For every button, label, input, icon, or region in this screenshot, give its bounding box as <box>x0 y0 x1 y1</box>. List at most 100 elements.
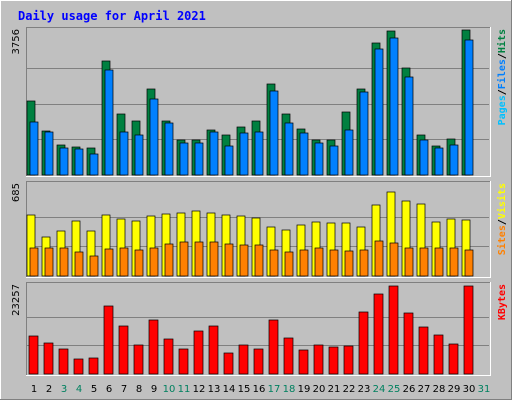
x-tick-label-31: 31 <box>478 384 491 395</box>
bar-sites-day-7 <box>119 247 129 277</box>
bar-kbytes-day-23 <box>358 311 369 375</box>
bar-kbytes-day-26 <box>403 312 414 375</box>
bar-kbytes-day-27 <box>418 326 429 375</box>
legend-label: Sites/Visits <box>496 183 508 255</box>
bar-kbytes-day-14 <box>223 352 234 375</box>
bar-files-day-20 <box>314 142 324 176</box>
x-tick-label-23: 23 <box>358 384 371 395</box>
bar-kbytes-day-29 <box>448 343 459 375</box>
x-tick-label-15: 15 <box>238 384 251 395</box>
bar-kbytes-day-25 <box>388 285 399 375</box>
x-tick-label-6: 6 <box>106 384 112 395</box>
bar-sites-day-13 <box>209 241 219 277</box>
bar-files-day-19 <box>299 132 309 176</box>
x-tick-label-26: 26 <box>403 384 416 395</box>
x-tick-label-14: 14 <box>223 384 236 395</box>
legend-part: Pages <box>497 95 508 125</box>
bar-files-day-16 <box>254 131 264 176</box>
bar-files-day-10 <box>164 122 174 176</box>
x-tick-label-28: 28 <box>433 384 446 395</box>
bar-sites-day-30 <box>464 249 474 277</box>
bar-kbytes-day-9 <box>148 319 159 375</box>
bar-sites-day-21 <box>329 249 339 277</box>
bar-sites-day-25 <box>389 242 399 277</box>
bar-files-day-23 <box>359 91 369 176</box>
bar-files-day-18 <box>284 122 294 176</box>
bar-kbytes-day-17 <box>268 319 279 375</box>
legend-part: / <box>497 219 508 225</box>
bar-sites-day-10 <box>164 243 174 277</box>
bar-files-day-15 <box>239 132 249 176</box>
x-tick-label-2: 2 <box>46 384 52 395</box>
bar-sites-day-14 <box>224 243 234 277</box>
legend-part: Visits <box>496 183 508 219</box>
x-tick-label-11: 11 <box>178 384 191 395</box>
legend-part: / <box>497 89 508 95</box>
bar-sites-day-11 <box>179 241 189 277</box>
x-tick-label-22: 22 <box>343 384 356 395</box>
x-tick-label-10: 10 <box>163 384 176 395</box>
bar-files-day-13 <box>209 131 219 176</box>
bar-kbytes-day-24 <box>373 293 384 375</box>
panel-2: 685 Sites/Visits <box>11 181 508 278</box>
bar-kbytes-day-8 <box>133 344 144 375</box>
bar-sites-day-6 <box>104 248 114 277</box>
bar-files-day-24 <box>374 48 384 176</box>
legend-part: Files <box>496 59 508 89</box>
y-max-label: 23257 <box>11 284 22 316</box>
bar-files-day-7 <box>119 131 129 176</box>
x-tick-label-29: 29 <box>448 384 461 395</box>
bar-kbytes-day-1 <box>28 335 39 375</box>
bar-files-day-12 <box>194 142 204 176</box>
bar-sites-day-28 <box>434 247 444 277</box>
bar-kbytes-day-18 <box>283 337 294 375</box>
bar-files-day-14 <box>224 145 234 176</box>
bar-sites-day-27 <box>419 247 429 277</box>
y-max-label: 3756 <box>11 29 22 54</box>
bar-sites-day-29 <box>449 247 459 277</box>
bar-sites-day-12 <box>194 241 204 277</box>
x-tick-label-5: 5 <box>91 384 97 395</box>
bar-kbytes-day-10 <box>163 338 174 375</box>
x-tick-label-18: 18 <box>283 384 296 395</box>
x-tick-label-21: 21 <box>328 384 341 395</box>
x-tick-label-30: 30 <box>463 384 476 395</box>
bar-files-day-1 <box>29 121 39 176</box>
bar-sites-day-1 <box>29 247 39 277</box>
bar-kbytes-day-16 <box>253 348 264 375</box>
x-tick-label-27: 27 <box>418 384 431 395</box>
legend-part: / <box>497 53 508 59</box>
bar-files-day-26 <box>404 76 414 176</box>
bar-kbytes-day-2 <box>43 342 54 375</box>
bar-files-day-29 <box>449 144 459 176</box>
x-tick-label-1: 1 <box>31 384 37 395</box>
x-tick-label-12: 12 <box>193 384 206 395</box>
bar-sites-day-24 <box>374 240 384 277</box>
x-tick-label-9: 9 <box>151 384 157 395</box>
x-tick-label-4: 4 <box>76 384 82 395</box>
bar-files-day-5 <box>89 153 99 176</box>
panel-3: 23257 KBytes <box>11 282 508 376</box>
x-tick-label-19: 19 <box>298 384 311 395</box>
bar-sites-day-3 <box>59 247 69 277</box>
bar-files-day-2 <box>44 131 54 176</box>
bar-files-day-6 <box>104 69 114 176</box>
x-tick-label-20: 20 <box>313 384 326 395</box>
y-max-label: 685 <box>11 183 22 202</box>
bar-files-day-25 <box>389 37 399 176</box>
x-tick-label-3: 3 <box>61 384 67 395</box>
bar-files-day-28 <box>434 147 444 176</box>
bar-files-day-8 <box>134 134 144 176</box>
bar-kbytes-day-28 <box>433 334 444 375</box>
chart-title: Daily usage for April 2021 <box>18 9 206 23</box>
bar-kbytes-day-5 <box>88 357 99 375</box>
legend-part: Hits <box>496 29 508 53</box>
x-tick-label-25: 25 <box>388 384 401 395</box>
bar-sites-day-23 <box>359 249 369 277</box>
bar-files-day-17 <box>269 90 279 176</box>
bar-files-day-11 <box>179 142 189 176</box>
bar-kbytes-day-7 <box>118 325 129 375</box>
x-tick-label-16: 16 <box>253 384 266 395</box>
